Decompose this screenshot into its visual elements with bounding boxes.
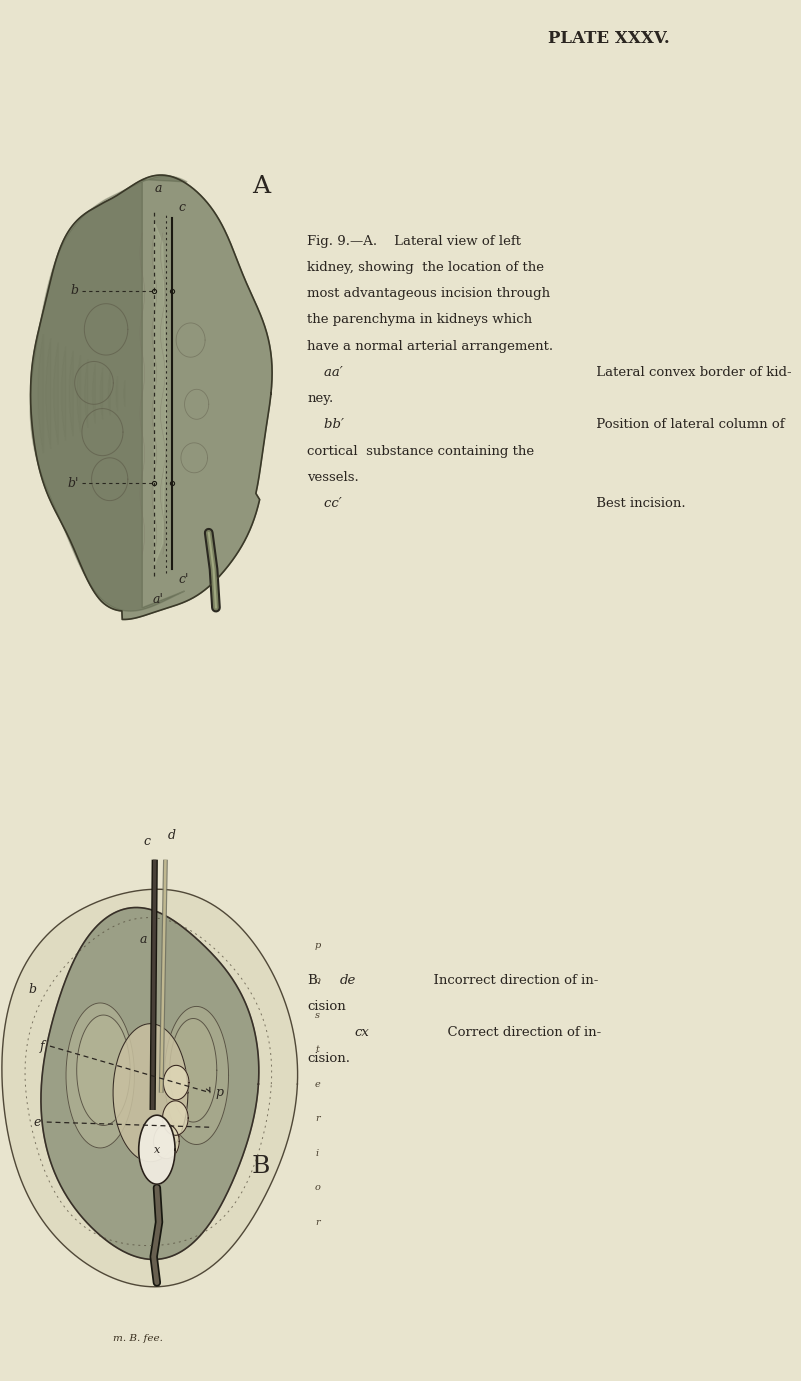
Text: o: o	[314, 976, 320, 985]
Text: t: t	[316, 1045, 320, 1054]
Text: cortical  substance containing the: cortical substance containing the	[307, 445, 534, 457]
Text: de: de	[340, 974, 356, 986]
Text: Correct direction of in-: Correct direction of in-	[439, 1026, 602, 1039]
Text: c': c'	[178, 573, 188, 587]
Text: i: i	[316, 1149, 319, 1157]
Polygon shape	[30, 175, 272, 620]
Text: Position of lateral column of: Position of lateral column of	[591, 418, 784, 431]
Polygon shape	[77, 1015, 130, 1126]
Text: Lateral convex border of kid-: Lateral convex border of kid-	[591, 366, 791, 378]
Text: r: r	[315, 1218, 320, 1226]
Text: p: p	[216, 1087, 224, 1099]
Text: the parenchyma in kidneys which: the parenchyma in kidneys which	[307, 313, 532, 326]
Text: Fig. 9.—A.    Lateral view of left: Fig. 9.—A. Lateral view of left	[307, 235, 521, 247]
Text: most advantageous incision through: most advantageous incision through	[307, 287, 550, 300]
Text: a: a	[139, 934, 147, 946]
Text: e: e	[315, 1080, 320, 1088]
Text: A: A	[252, 175, 270, 197]
Polygon shape	[164, 1007, 228, 1145]
Polygon shape	[66, 1003, 135, 1148]
Text: aa′: aa′	[307, 366, 343, 378]
Text: cision.: cision.	[307, 1052, 350, 1065]
Polygon shape	[163, 1065, 189, 1099]
Polygon shape	[163, 1101, 188, 1135]
Polygon shape	[154, 1124, 179, 1159]
Text: f: f	[40, 1040, 44, 1052]
Text: cision: cision	[307, 1000, 346, 1012]
Text: B: B	[252, 1156, 270, 1178]
Text: vessels.: vessels.	[307, 471, 359, 483]
Text: a': a'	[152, 592, 163, 606]
Text: e: e	[34, 1116, 41, 1128]
Polygon shape	[170, 1019, 217, 1121]
Text: c: c	[178, 200, 185, 214]
Text: b': b'	[67, 476, 78, 490]
Text: ney.: ney.	[307, 392, 333, 405]
Polygon shape	[139, 1116, 175, 1184]
Text: r: r	[315, 1114, 320, 1123]
Text: kidney, showing  the location of the: kidney, showing the location of the	[307, 261, 544, 273]
Text: o: o	[314, 1184, 320, 1192]
Text: Best incision.: Best incision.	[591, 497, 685, 510]
Polygon shape	[2, 889, 298, 1287]
Text: B.: B.	[307, 974, 321, 986]
Text: Incorrect direction of in-: Incorrect direction of in-	[425, 974, 598, 986]
Polygon shape	[155, 222, 167, 565]
Polygon shape	[30, 175, 187, 612]
Text: d: d	[167, 830, 175, 842]
Text: cc′: cc′	[307, 497, 342, 510]
Text: x: x	[154, 1145, 160, 1155]
Text: c: c	[143, 834, 151, 848]
Text: b: b	[28, 983, 36, 996]
Text: a: a	[155, 181, 162, 195]
Text: cx: cx	[354, 1026, 368, 1039]
Text: m. B. fee.: m. B. fee.	[113, 1334, 163, 1344]
Text: p: p	[314, 942, 320, 950]
Text: have a normal arterial arrangement.: have a normal arterial arrangement.	[307, 340, 553, 352]
Polygon shape	[113, 1023, 188, 1161]
Text: bb′: bb′	[307, 418, 344, 431]
Text: PLATE XXXV.: PLATE XXXV.	[548, 30, 670, 47]
Text: s: s	[315, 1011, 320, 1019]
Text: b: b	[70, 284, 78, 297]
Polygon shape	[41, 907, 259, 1259]
